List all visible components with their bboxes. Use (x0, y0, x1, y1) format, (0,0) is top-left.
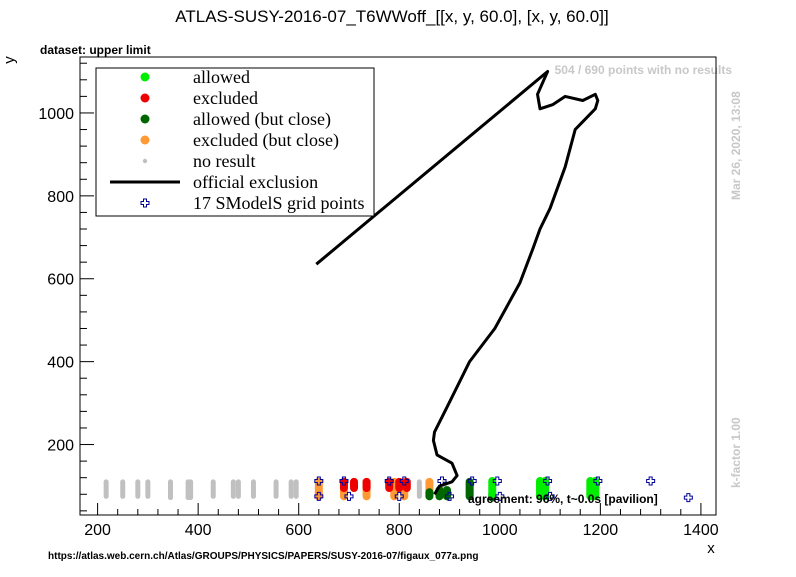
smodels-grid-point (683, 493, 693, 503)
x-tick-label: 1000 (482, 522, 518, 539)
plot-frame (79, 56, 717, 516)
x-tick-label: 1400 (683, 522, 719, 539)
x-tick-label: 200 (84, 522, 111, 539)
grid-point-cross (344, 491, 354, 501)
legend-marker-dot (140, 93, 150, 103)
chart-title: ATLAS-SUSY-2016-07_T6WWoff_[[x, y, 60.0]… (175, 7, 608, 26)
legend-marker-dot (140, 72, 150, 82)
grid-point-cross (545, 491, 555, 501)
timestamp-annotation: Mar 26, 2020, 13:08 (729, 91, 743, 200)
legend-label: allowed (but close) (193, 109, 331, 130)
smodels-grid-point (495, 491, 505, 501)
grid-point-cross (495, 491, 505, 501)
grid-point-cross (339, 476, 349, 486)
smodels-grid-point (646, 476, 656, 486)
smodels-grid-point (543, 476, 553, 486)
smodels-grid-point (445, 491, 455, 501)
legend-entry: 17 SModelS grid points (140, 193, 365, 213)
legend-marker-dot (140, 114, 150, 124)
no-results-annotation: 504 / 690 points with no results (555, 63, 733, 77)
x-tick-label: 600 (285, 522, 312, 539)
y-tick-label: 400 (47, 355, 74, 372)
legend-marker-dot (140, 135, 150, 145)
grid-point-cross (467, 476, 477, 486)
legend-label: excluded (but close) (193, 130, 339, 151)
agreement-annotation: agreement: 96%, t~0.0s [pavilion] (468, 492, 658, 506)
legend-marker-cross (140, 198, 150, 208)
smodels-grid-point (384, 476, 394, 486)
grid-point-cross (445, 491, 455, 501)
legend-entry: excluded (but close) (140, 130, 339, 151)
smodels-grid-point (467, 476, 477, 486)
x-axis-label: x (707, 540, 715, 557)
grid-point-cross (543, 476, 553, 486)
grid-point-cross (646, 476, 656, 486)
y-tick-label: 1000 (38, 106, 74, 123)
x-tick-label: 1200 (583, 522, 619, 539)
official-exclusion-line (315, 70, 600, 496)
grid-point-cross (394, 491, 404, 501)
legend-marker-small-dot (142, 158, 148, 164)
smodels-grid-point (593, 476, 603, 486)
smodels-grid-point (394, 491, 404, 501)
legend-label: no result (193, 151, 256, 171)
x-tick-label: 400 (185, 522, 212, 539)
x-tick-label: 800 (386, 522, 413, 539)
legend-entry: allowed (140, 67, 250, 87)
y-tick-label: 600 (47, 272, 74, 289)
legend-entry: official exclusion (110, 172, 318, 192)
smodels-grid-point (339, 476, 349, 486)
grid-point-cross (492, 476, 502, 486)
y-tick-label: 200 (47, 438, 74, 455)
legend-label: excluded (193, 88, 258, 108)
grid-point-cross (683, 493, 693, 503)
smodels-grid-point (399, 476, 409, 486)
legend-entry: excluded (140, 88, 258, 108)
grid-point-cross (593, 476, 603, 486)
smodels-grid-point (314, 491, 324, 501)
grid-point-cross (399, 476, 409, 486)
smodels-grid-point (545, 491, 555, 501)
y-tick-label: 800 (47, 189, 74, 206)
smodels-grid-point (344, 491, 354, 501)
grid-point-cross (384, 476, 394, 486)
legend-label: 17 SModelS grid points (193, 193, 365, 213)
plot-area: 200 400 600 800 1000 1200 1400 200 400 600 800 1000 (38, 56, 719, 539)
y-axis-label: y (1, 56, 18, 64)
legend-label: official exclusion (193, 172, 318, 192)
grid-point-cross (314, 491, 324, 501)
source-url: https://atlas.web.cern.ch/Atlas/GROUPS/P… (48, 551, 479, 562)
grid-point-cross (314, 476, 324, 486)
legend-entry: no result (142, 151, 256, 171)
legend-label: allowed (193, 67, 250, 87)
smodels-grid-point (314, 476, 324, 486)
smodels-grid-point (492, 476, 502, 486)
kfactor-annotation: k-factor 1.00 (729, 417, 743, 488)
dataset-subtitle: dataset: upper limit (40, 43, 151, 57)
legend-entry: allowed (but close) (140, 109, 331, 130)
